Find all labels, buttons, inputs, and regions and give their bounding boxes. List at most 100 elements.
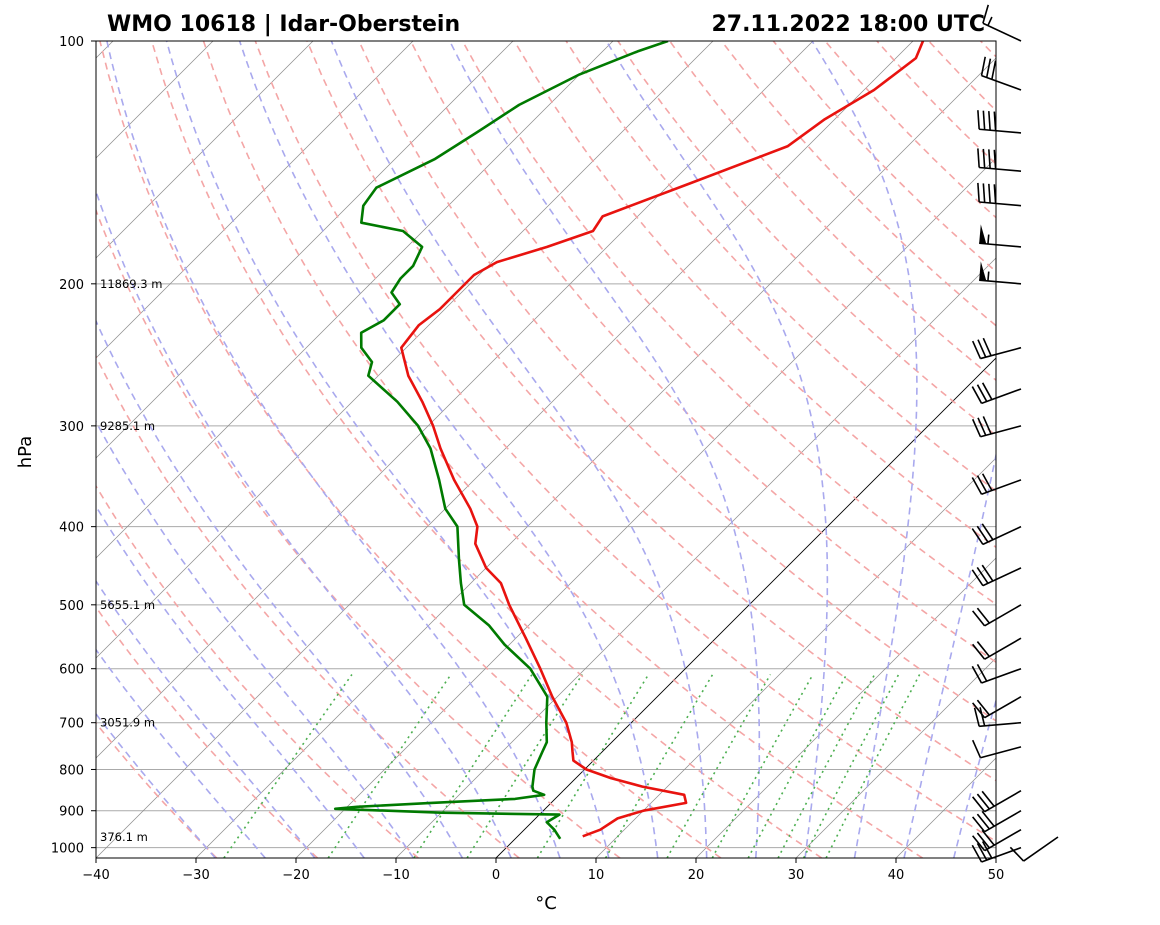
mixing-ratio-line: [327, 674, 452, 858]
moist-adiabat-line: [96, 648, 266, 858]
barb-staff: [981, 388, 1022, 405]
barb-full: [972, 610, 986, 627]
barb-staff: [981, 74, 1022, 91]
moist-adiabat-line: [96, 319, 464, 858]
moist-adiabat-line: [96, 712, 216, 858]
moist-adiabat-line: [96, 189, 512, 858]
isotherm-line: [96, 41, 514, 459]
temperature-profile-line: [400, 41, 925, 838]
barb-staff: [982, 22, 1022, 42]
moist-adiabat-line: [448, 41, 761, 858]
wind-barb: [972, 790, 1022, 813]
barb-full: [988, 111, 991, 131]
background-lines: [0, 41, 1160, 858]
barb-staff: [982, 567, 1022, 587]
wind-barb: [972, 828, 1022, 852]
dry-adiabat-line: [461, 41, 996, 606]
mixing-ratio-line: [466, 674, 583, 858]
mixing-ratio-line: [825, 674, 921, 858]
barb-full: [993, 111, 997, 131]
barb-full: [971, 386, 983, 404]
dry-adiabat-line: [720, 41, 996, 327]
mixing-ratio-line: [802, 674, 900, 858]
moist-adiabat-line: [1004, 41, 1160, 858]
barb-full: [979, 707, 986, 727]
dry-adiabat-line: [254, 41, 996, 843]
x-tick-label: 10: [588, 868, 605, 883]
barb-half: [987, 271, 990, 282]
isotherm-line: [96, 41, 314, 259]
height-label: 5655.1 m: [100, 598, 155, 612]
barb-full: [988, 149, 991, 169]
wind-barb: [971, 382, 1022, 405]
x-tick-label: −20: [282, 868, 309, 883]
moist-adiabat-line: [96, 504, 365, 858]
y-tick-label: 100: [59, 35, 84, 50]
dry-adiabat-line: [513, 41, 996, 549]
height-labels: 376.1 m 3051.9 m 5655.1 m 9285.1 m 11869.3 m: [100, 277, 162, 844]
wind-barb: [971, 473, 1022, 495]
isotherm-line: [96, 41, 714, 659]
barb-full: [993, 149, 997, 169]
dry-adiabat-line: [96, 208, 621, 858]
barb-staff: [979, 279, 1022, 285]
barb-full: [981, 810, 995, 827]
height-label: 3051.9 m: [100, 716, 155, 730]
barb-full: [993, 184, 997, 204]
wind-barb: [971, 416, 1022, 438]
barb-full: [981, 829, 995, 846]
moist-adiabat-line: [811, 41, 918, 858]
barb-full: [982, 4, 990, 24]
barb-full: [972, 796, 986, 813]
zero-isotherm-line: [495, 357, 996, 858]
barb-full: [971, 418, 982, 438]
barb-full: [977, 182, 980, 203]
barb-full: [972, 702, 986, 719]
barb-staff: [981, 479, 1022, 495]
y-axis-label: hPa: [15, 436, 36, 468]
y-tick-label: 1000: [51, 842, 84, 857]
mixing-ratio-line: [711, 674, 814, 858]
barb-staff: [984, 828, 1022, 852]
y-tick-label: 400: [59, 521, 84, 536]
isotherm-line: [0, 41, 13, 858]
barb-full: [981, 564, 994, 582]
barb-full: [971, 844, 983, 863]
barb-full: [976, 525, 989, 543]
wind-barb: [982, 4, 1022, 42]
barb-half: [987, 234, 990, 245]
mixing-ratio-line: [536, 674, 650, 858]
barb-full: [976, 664, 988, 682]
moist-adiabat-line: [903, 451, 996, 858]
barb-full: [971, 739, 982, 759]
barb-full: [982, 416, 992, 435]
barb-full: [973, 707, 980, 727]
isotherm-line: [96, 41, 614, 559]
dry-adiabat-line: [150, 41, 823, 858]
wind-barb: [980, 56, 1022, 91]
barb-full: [991, 60, 997, 80]
barb-full: [971, 569, 984, 587]
barb-half: [987, 16, 993, 26]
dry-adiabat-line: [358, 41, 996, 722]
wind-barb: [971, 337, 1022, 360]
barb-staff: [984, 696, 1022, 719]
barb-full: [976, 384, 988, 402]
dry-adiabat-line: [99, 41, 722, 858]
barb-staff: [980, 746, 1022, 759]
barb-full: [981, 473, 993, 491]
dry-adiabat-line: [565, 41, 996, 492]
x-tick-label: 50: [988, 868, 1005, 883]
isotherm-line: [795, 657, 996, 858]
isotherm-line: [96, 41, 414, 359]
barb-full: [976, 832, 991, 849]
barb-full: [971, 340, 982, 359]
x-tick-label: 40: [888, 868, 905, 883]
moist-adiabat-line: [165, 41, 610, 858]
y-tick-label: 200: [59, 278, 84, 293]
moist-adiabat-line: [96, 419, 415, 858]
dry-adiabat-line: [1032, 41, 1160, 858]
barb-full: [971, 528, 984, 545]
mixing-ratio-line: [223, 674, 353, 858]
